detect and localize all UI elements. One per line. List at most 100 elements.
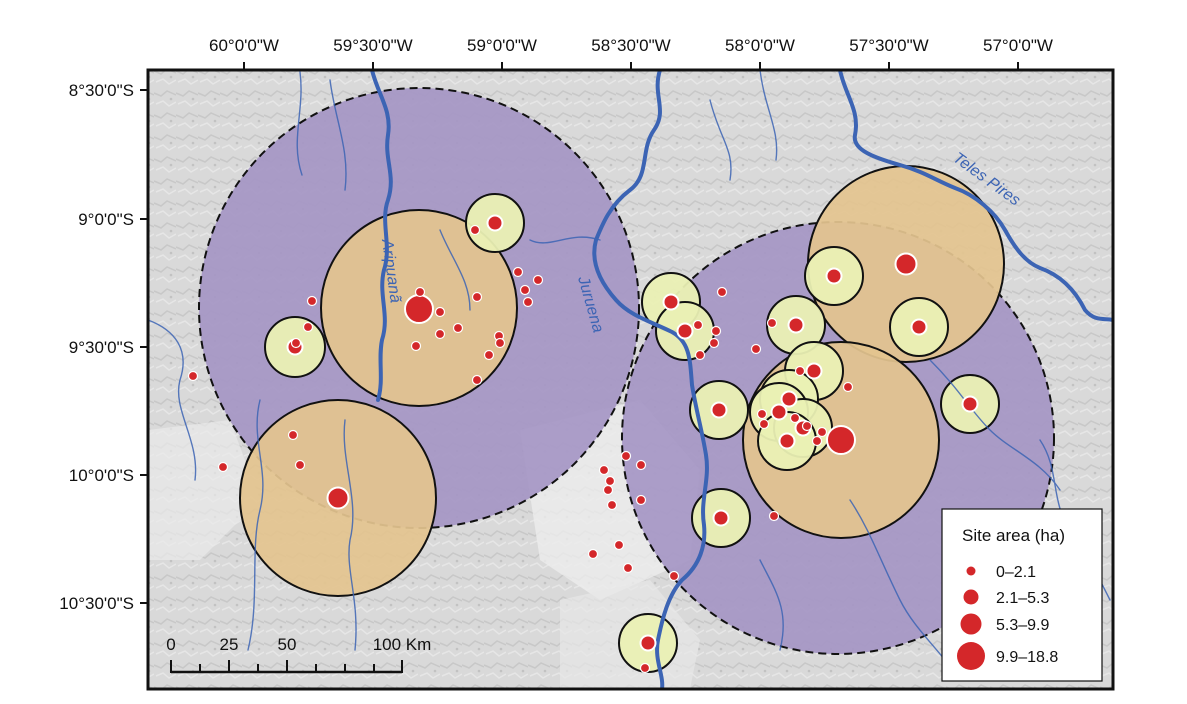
legend: Site area (ha) 0–2.1 2.1–5.3 5.3–9.9 9.9… (941, 508, 1103, 682)
site-marker (486, 214, 504, 232)
legend-symbol (960, 613, 982, 635)
site-marker (598, 464, 610, 476)
site-marker (606, 499, 618, 511)
site-marker (692, 319, 704, 331)
site-marker (434, 306, 446, 318)
river-teles-pires (838, 70, 1113, 322)
site-marker (471, 291, 483, 303)
scale-tick-label: 50 (278, 635, 297, 654)
longitude-label: 57°30'0"W (849, 36, 928, 55)
site-marker (217, 461, 229, 473)
site-marker (639, 662, 651, 674)
site-marker (816, 426, 828, 438)
site-marker (778, 432, 796, 450)
graticule-ticks (140, 62, 1019, 604)
site-marker (620, 450, 632, 462)
site-marker (910, 318, 928, 336)
river-aripuana (370, 70, 393, 402)
site-marker (519, 284, 531, 296)
longitude-label: 60°0'0"W (209, 36, 279, 55)
legend-title: Site area (ha) (962, 526, 1065, 545)
longitude-label: 58°30'0"W (591, 36, 670, 55)
site-marker (825, 267, 843, 285)
site-marker (635, 494, 647, 506)
site-marker (294, 459, 306, 471)
site-marker (494, 337, 506, 349)
site-marker (613, 539, 625, 551)
site-marker (326, 486, 350, 510)
site-marker (602, 484, 614, 496)
legend-symbol (957, 642, 985, 670)
site-marker (522, 296, 534, 308)
site-marker (716, 286, 728, 298)
site-marker (604, 475, 616, 487)
site-marker (622, 562, 634, 574)
scale-tick-label: 0 (166, 635, 175, 654)
latitude-label: 9°0'0"S (78, 210, 134, 229)
site-marker (404, 294, 434, 324)
site-marker (410, 340, 422, 352)
site-marker (587, 548, 599, 560)
site-marker (512, 266, 524, 278)
site-marker (787, 316, 805, 334)
longitude-label: 57°0'0"W (983, 36, 1053, 55)
site-marker (708, 337, 720, 349)
site-marker (710, 401, 728, 419)
site-marker (756, 408, 768, 420)
site-marker (801, 420, 813, 432)
site-marker (826, 425, 856, 455)
site-marker (414, 286, 426, 298)
site-marker (306, 295, 318, 307)
legend-label: 2.1–5.3 (996, 590, 1049, 607)
latitude-label: 10°0'0"S (69, 466, 134, 485)
site-marker (842, 381, 854, 393)
site-marker (471, 374, 483, 386)
site-marker (780, 390, 798, 408)
longitude-label: 59°0'0"W (467, 36, 537, 55)
latitude-label: 10°30'0"S (59, 594, 134, 613)
site-marker (794, 365, 806, 377)
site-marker (662, 293, 680, 311)
site-marker (635, 459, 647, 471)
site-marker (811, 435, 823, 447)
legend-symbol (966, 566, 976, 576)
scale-bar: 0 25 50 100 Km (166, 635, 432, 674)
site-marker (452, 322, 464, 334)
river-juruena (592, 70, 709, 689)
site-marker (676, 322, 694, 340)
site-marker (287, 429, 299, 441)
legend-label: 0–2.1 (996, 564, 1036, 581)
longitude-label: 58°0'0"W (725, 36, 795, 55)
site-marker (758, 418, 770, 430)
archaeological-sites (187, 214, 979, 674)
site-marker (434, 328, 446, 340)
site-marker (770, 403, 788, 421)
map-area: Aripuanã Juruena Teles Pires (148, 70, 1113, 689)
site-marker (668, 570, 680, 582)
site-marker (710, 325, 722, 337)
scale-tick-label: 100 Km (373, 635, 432, 654)
site-marker (290, 337, 302, 349)
site-marker (961, 395, 979, 413)
site-marker (789, 412, 801, 424)
legend-symbol (963, 589, 979, 605)
site-marker (768, 510, 780, 522)
site-marker (766, 317, 778, 329)
site-marker (639, 634, 657, 652)
site-marker (532, 274, 544, 286)
latitude-label: 9°30'0"S (69, 338, 134, 357)
scale-tick-label: 25 (220, 635, 239, 654)
site-marker (694, 349, 706, 361)
site-marker (187, 370, 199, 382)
site-marker (712, 509, 730, 527)
site-marker (750, 343, 762, 355)
site-marker (894, 252, 918, 276)
legend-label: 9.9–18.8 (996, 649, 1058, 666)
site-marker (469, 224, 481, 236)
longitude-label: 59°30'0"W (333, 36, 412, 55)
site-marker (805, 362, 823, 380)
site-marker (302, 321, 314, 333)
latitude-label: 8°30'0"S (69, 81, 134, 100)
legend-label: 5.3–9.9 (996, 617, 1049, 634)
